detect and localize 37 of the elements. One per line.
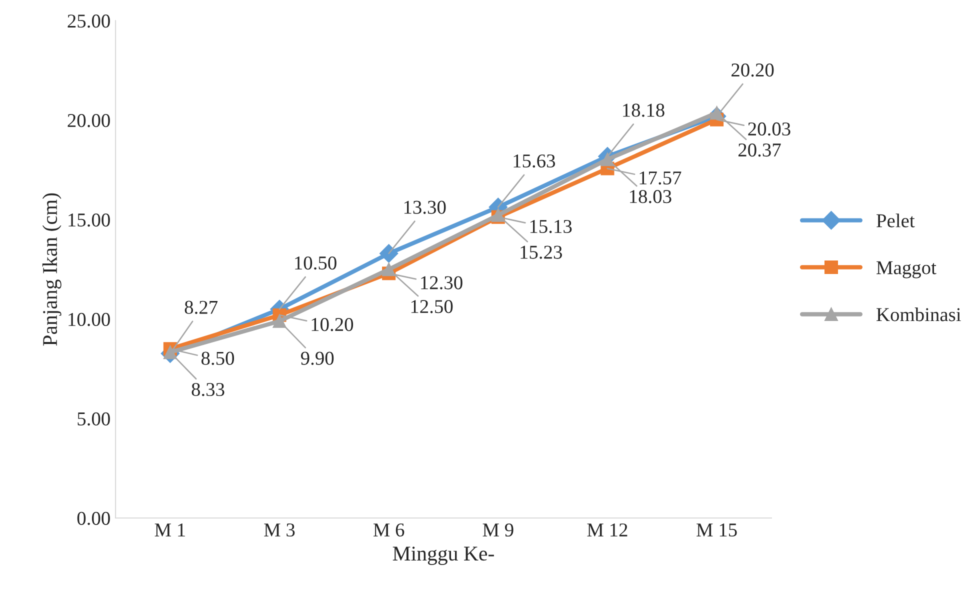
data-label: 12.30 <box>421 276 462 290</box>
data-label: 13.30 <box>404 200 446 214</box>
data-label: 12.50 <box>411 300 453 314</box>
data-label: 10.50 <box>295 256 336 270</box>
x-tick-label: M 12 <box>587 523 628 536</box>
x-tick-label: M 1 <box>154 524 185 536</box>
data-label: 17.57 <box>640 171 682 185</box>
data-label: 18.03 <box>630 190 672 204</box>
point <box>379 244 398 263</box>
x-tick-label: M 3 <box>264 523 295 537</box>
y-tick-label: 20.00 <box>68 114 110 128</box>
data-label: 20.20 <box>732 64 774 77</box>
data-label: 10.20 <box>312 318 354 332</box>
point <box>272 314 286 328</box>
y-tick-label: 25.00 <box>68 14 110 28</box>
y-tick-label: 0.00 <box>77 512 110 526</box>
data-label: 15.13 <box>530 220 572 234</box>
data-label: 20.03 <box>748 122 790 136</box>
data-label: 8.50 <box>201 352 234 365</box>
data-label: 9.90 <box>300 352 334 365</box>
y-tick-label: 15.00 <box>68 213 110 227</box>
legend-label: Kombinasi <box>876 308 961 322</box>
x-tick-label: M 15 <box>696 524 737 537</box>
data-label: 18.18 <box>623 104 664 117</box>
data-label: 8.33 <box>192 382 224 396</box>
y-axis-title: Panjang Ikan (cm) <box>42 193 62 346</box>
data-label: 15.23 <box>520 246 562 259</box>
data-label: 20.37 <box>738 143 781 157</box>
y-tick-label: 5.00 <box>78 412 110 426</box>
x-axis-title: Minggu Ke- <box>392 546 494 565</box>
data-label: 15.63 <box>514 154 556 168</box>
legend-label: Maggot <box>876 261 936 278</box>
legend-label: Pelet <box>876 214 915 228</box>
y-tick-label: 10.00 <box>68 312 110 326</box>
x-tick-label: M 6 <box>373 523 404 537</box>
data-label: 8.27 <box>184 300 218 314</box>
x-tick-label: M 9 <box>482 523 514 537</box>
